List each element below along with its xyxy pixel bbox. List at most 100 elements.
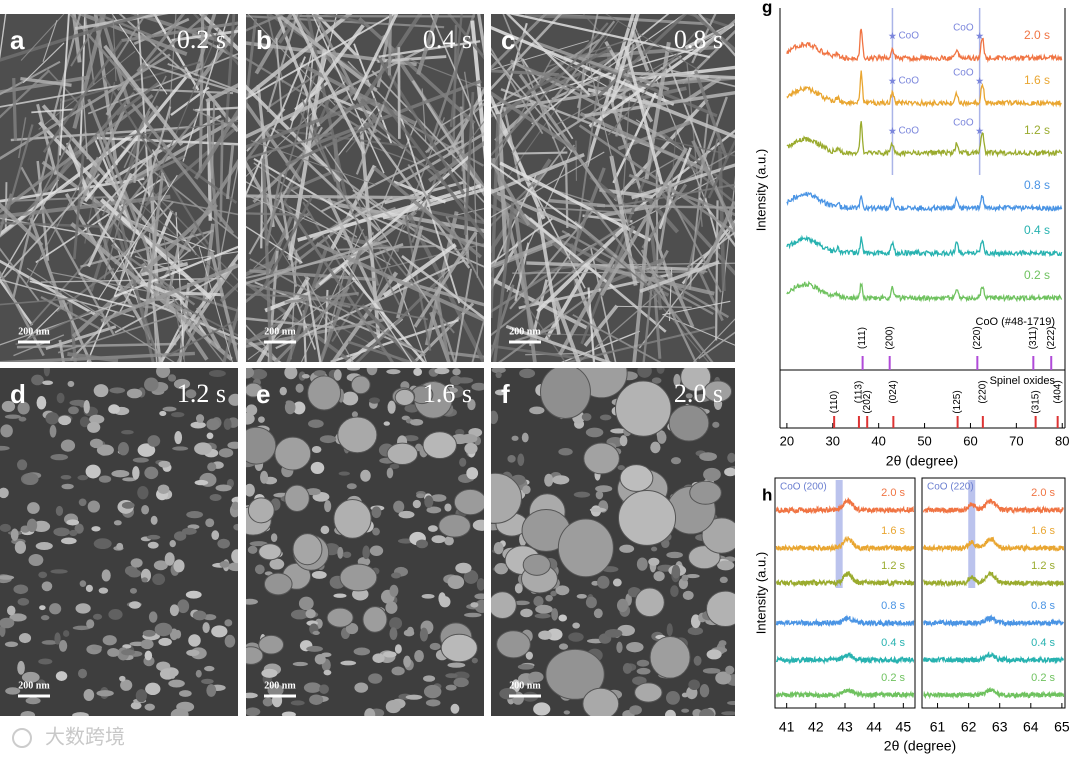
particle	[434, 368, 450, 375]
xrd-curve	[786, 280, 1063, 303]
particle	[58, 415, 72, 426]
nanowire	[534, 40, 670, 91]
series-label: 1.6 s	[881, 525, 905, 537]
nanowire	[187, 262, 237, 333]
nanowire	[27, 136, 73, 221]
particle	[98, 587, 109, 594]
particle	[37, 679, 46, 686]
nanowire	[642, 98, 735, 139]
nanowire	[357, 210, 484, 268]
particle	[224, 619, 233, 627]
particle	[415, 443, 423, 452]
particle	[144, 650, 153, 661]
nanowire	[378, 40, 481, 58]
particle	[389, 617, 403, 630]
nanowire	[246, 318, 285, 345]
particle	[121, 501, 135, 509]
particle	[687, 626, 704, 636]
particle	[169, 669, 176, 679]
particle	[491, 410, 499, 425]
nanowire	[0, 84, 122, 108]
particle	[622, 663, 633, 674]
nanowire	[0, 69, 51, 119]
particle	[573, 491, 591, 498]
xrd-curve	[775, 614, 915, 628]
particle	[77, 475, 89, 481]
particle	[585, 596, 597, 609]
x-tick-label: 44	[866, 719, 882, 735]
particle	[650, 441, 661, 454]
particle	[354, 682, 369, 693]
particle	[688, 679, 700, 690]
particle	[247, 545, 258, 554]
nanowire	[357, 95, 484, 167]
particle	[699, 452, 717, 462]
nanowire	[118, 14, 193, 80]
particle	[223, 418, 232, 430]
scale-bar-label: 200 nm	[509, 326, 541, 337]
nanowire	[196, 306, 221, 350]
nanowire	[165, 245, 180, 308]
nanowire	[42, 19, 58, 62]
particle	[41, 640, 58, 645]
nanowire	[209, 250, 238, 362]
particle	[246, 412, 255, 425]
nanowire	[632, 215, 651, 362]
nanowire	[0, 221, 111, 229]
nanowire	[345, 110, 382, 153]
nanowire	[20, 14, 65, 61]
x-tick-label: 40	[871, 433, 885, 448]
nanowire	[210, 100, 216, 179]
platelet	[258, 543, 282, 561]
xrd-curve	[922, 498, 1064, 515]
nanowire	[222, 305, 238, 362]
particle	[137, 443, 156, 457]
nanowire	[246, 56, 307, 197]
nanowire	[110, 243, 196, 306]
nanowire	[198, 14, 238, 52]
particle	[552, 475, 570, 485]
particle	[455, 377, 474, 384]
x-tick-label: 50	[917, 433, 931, 448]
nanowire	[194, 108, 238, 180]
nanowire	[142, 62, 238, 94]
particle	[150, 515, 158, 525]
particle	[69, 529, 78, 537]
nanowire	[353, 43, 393, 145]
xrd-curve	[786, 28, 1063, 64]
particle	[706, 649, 722, 660]
particle	[258, 416, 265, 423]
particle	[154, 622, 173, 637]
particle	[616, 641, 623, 654]
nanowire	[246, 100, 303, 183]
nanowire	[447, 86, 484, 156]
particle	[129, 587, 137, 594]
particle	[227, 441, 238, 449]
particle	[31, 374, 44, 386]
nanowire	[87, 172, 133, 268]
particle	[455, 562, 472, 574]
nanowire	[587, 287, 596, 362]
watermark-icon	[12, 728, 32, 748]
nanowire	[318, 246, 363, 362]
particle	[551, 608, 559, 621]
particle	[312, 630, 320, 636]
particle	[121, 649, 136, 656]
particle	[670, 457, 682, 465]
particle	[60, 439, 76, 452]
platelet	[614, 380, 672, 437]
nanowire	[491, 218, 553, 265]
series-label: 1.6 s	[1024, 73, 1050, 87]
particle	[413, 368, 423, 376]
particle	[471, 382, 484, 391]
particle	[83, 399, 90, 414]
platelet	[491, 472, 522, 524]
particle	[491, 368, 506, 374]
series-label: 0.2 s	[1031, 672, 1055, 684]
nanowire	[640, 190, 680, 234]
particle	[398, 510, 415, 519]
platelet	[703, 380, 733, 403]
particle	[409, 418, 424, 426]
nanowire	[491, 240, 521, 291]
nanowire	[273, 285, 350, 362]
